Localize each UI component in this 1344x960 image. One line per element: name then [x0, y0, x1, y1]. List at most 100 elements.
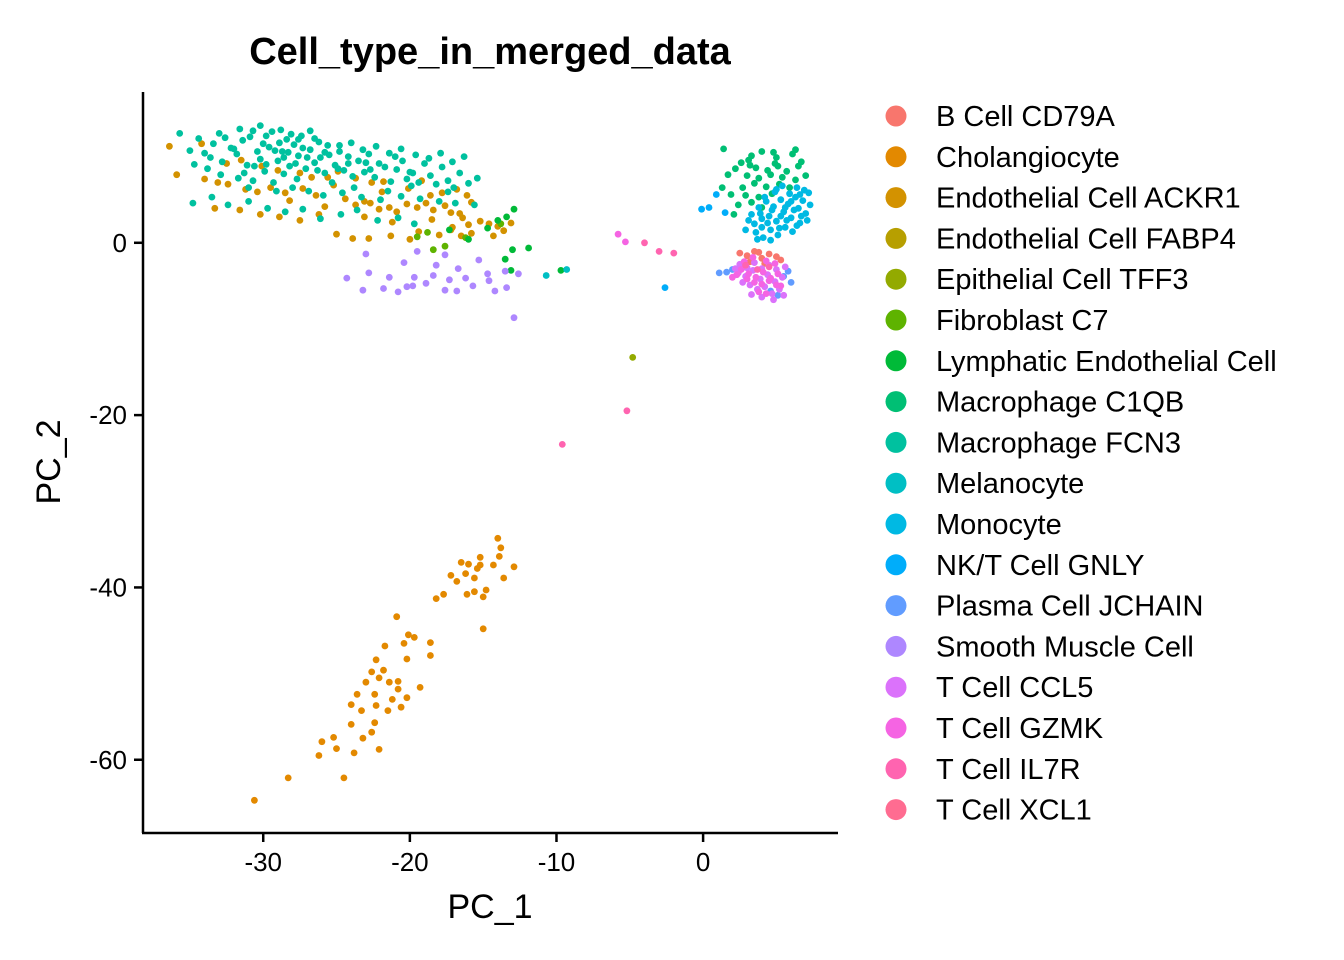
data-point — [797, 212, 805, 220]
data-point — [748, 211, 755, 218]
data-point — [734, 201, 742, 209]
data-point — [397, 192, 405, 200]
x-tick-label: 0 — [696, 847, 710, 877]
data-point — [503, 284, 510, 291]
data-point — [459, 214, 466, 222]
data-point — [264, 204, 271, 212]
data-point — [201, 175, 209, 183]
data-point — [198, 140, 206, 148]
data-point — [385, 149, 393, 157]
data-point — [405, 631, 412, 639]
data-point — [777, 196, 785, 204]
data-point — [251, 796, 258, 804]
data-point — [311, 135, 318, 142]
data-point — [787, 279, 795, 286]
data-point — [463, 192, 471, 199]
data-point — [495, 553, 503, 560]
data-point — [510, 563, 518, 571]
data-point — [336, 148, 343, 155]
data-point — [460, 153, 468, 161]
legend-label: T Cell CCL5 — [936, 672, 1093, 704]
data-point — [276, 139, 283, 147]
data-point — [350, 749, 358, 757]
data-point — [473, 565, 481, 572]
data-point — [343, 274, 351, 282]
data-point — [215, 130, 223, 137]
data-point — [803, 217, 811, 224]
data-point — [210, 140, 217, 148]
data-point — [362, 159, 370, 167]
data-point — [330, 734, 337, 741]
data-point — [732, 265, 739, 272]
legend-key — [885, 799, 907, 821]
data-point — [712, 191, 720, 198]
data-point — [365, 269, 373, 277]
data-point — [393, 613, 401, 621]
data-point — [368, 179, 376, 186]
data-point — [306, 127, 314, 135]
data-point — [762, 257, 770, 265]
legend-key — [885, 268, 907, 290]
data-point — [723, 268, 730, 276]
data-point — [371, 690, 379, 698]
data-point — [280, 170, 288, 178]
data-point — [787, 198, 795, 205]
data-point — [256, 211, 264, 218]
data-point — [365, 150, 373, 158]
data-point — [720, 145, 727, 153]
data-point — [409, 282, 417, 290]
legend-key — [885, 105, 907, 127]
legend-key — [885, 187, 907, 209]
data-point — [441, 251, 449, 259]
data-point — [195, 135, 203, 142]
data-point — [286, 197, 293, 205]
legend-label: Epithelial Cell TFF3 — [936, 264, 1189, 296]
data-point — [204, 165, 211, 173]
data-point — [764, 219, 771, 227]
data-point — [384, 187, 392, 195]
data-point — [388, 218, 396, 226]
data-point — [380, 666, 387, 674]
data-point — [758, 223, 766, 231]
legend-key — [885, 595, 907, 617]
legend-key — [885, 717, 907, 739]
data-point — [413, 248, 421, 255]
data-point — [270, 179, 277, 186]
data-point — [413, 204, 421, 211]
data-point — [410, 634, 418, 641]
data-point — [249, 177, 257, 185]
data-point — [438, 189, 446, 197]
legend-label: Fibroblast C7 — [936, 305, 1108, 337]
data-point — [341, 195, 349, 203]
data-point — [765, 212, 773, 220]
data-point — [234, 174, 242, 182]
data-point — [754, 266, 761, 273]
data-point — [463, 590, 471, 598]
data-point — [410, 273, 418, 281]
data-point — [349, 235, 357, 242]
data-point — [278, 148, 286, 155]
legend-key — [885, 227, 907, 249]
data-point — [366, 166, 374, 173]
data-point — [441, 202, 449, 210]
data-point — [742, 226, 749, 234]
data-point — [473, 174, 481, 182]
data-point — [295, 136, 302, 143]
data-point — [715, 269, 723, 277]
data-point — [796, 191, 804, 198]
data-point — [500, 227, 508, 235]
data-point — [438, 163, 446, 171]
data-point — [259, 140, 267, 148]
data-point — [475, 256, 483, 264]
data-point — [767, 236, 774, 244]
data-point — [525, 244, 532, 252]
data-point — [432, 595, 440, 602]
y-tick-label: 0 — [113, 228, 127, 258]
data-point — [465, 221, 472, 229]
data-point — [385, 678, 393, 686]
data-point — [770, 296, 777, 304]
data-point — [353, 690, 361, 698]
data-point — [802, 172, 810, 180]
data-point — [296, 169, 304, 177]
legend-key — [885, 431, 907, 453]
